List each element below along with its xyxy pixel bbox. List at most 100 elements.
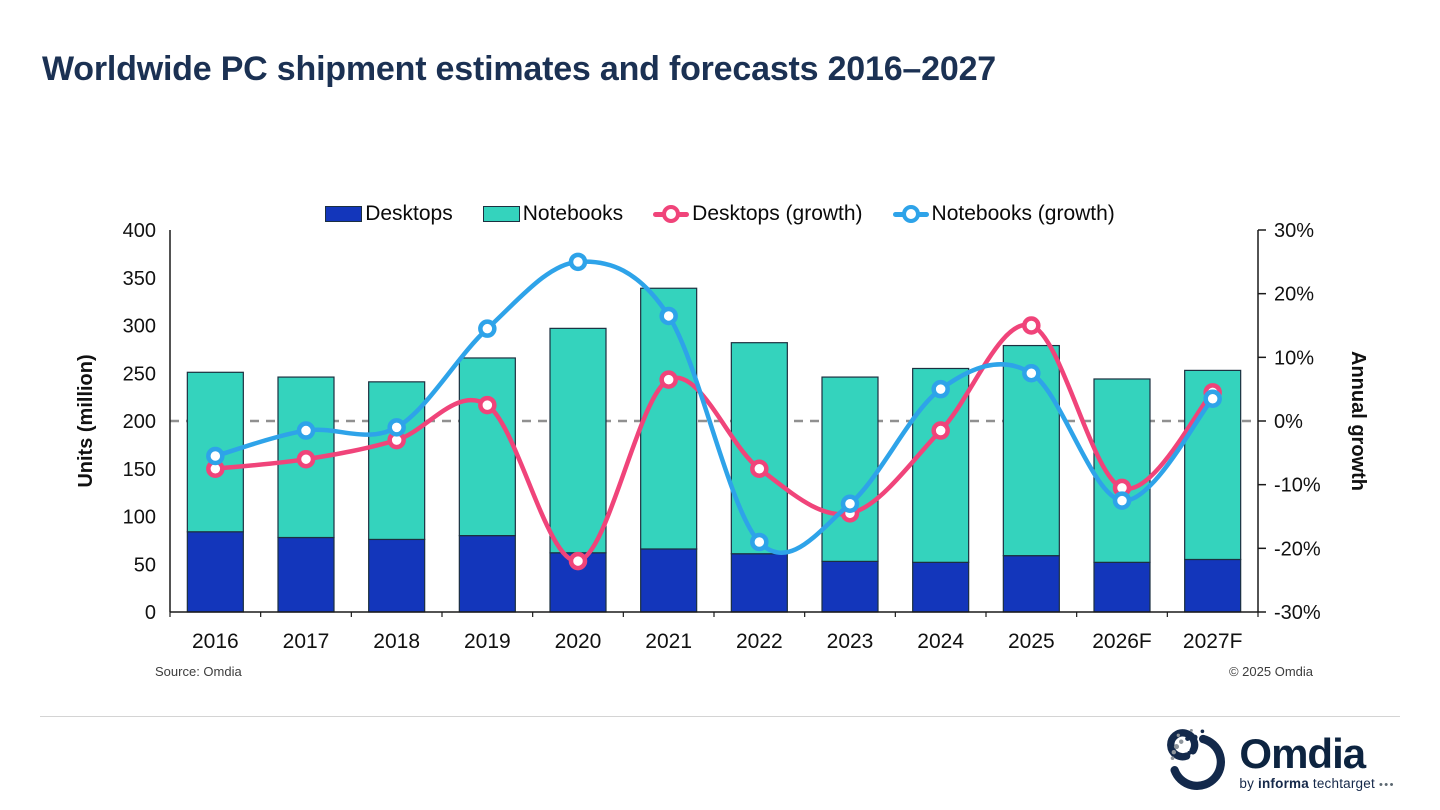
- bar-desktops-2027f: [1184, 558, 1242, 613]
- bar-desktops-2024: [912, 561, 970, 613]
- growth-line-notebooks-growth: [206, 252, 1222, 556]
- bar-notebooks-2026f: [1093, 378, 1151, 563]
- bar-notebooks-2023: [821, 376, 879, 562]
- marker-notebooks-growth-2017: [296, 421, 316, 440]
- bar-desktops-2019: [458, 534, 516, 613]
- omdia-tagline: by informa techtarget •••: [1239, 777, 1395, 791]
- source-note: Source: Omdia: [155, 664, 242, 679]
- bars-group: [186, 287, 1242, 613]
- x-axis-label-2023: 2023: [827, 630, 874, 653]
- legend-ring-notebooks-growth: [901, 205, 920, 223]
- marker-desktops-growth-2019: [478, 395, 497, 415]
- right-axis-tick-30: 30%: [1274, 220, 1314, 242]
- tagline-informa: informa: [1258, 776, 1309, 791]
- legend-item-notebooks: Notebooks: [482, 202, 624, 226]
- legend-label-desktops: Desktops: [365, 202, 453, 225]
- x-axis-label-2017: 2017: [283, 630, 330, 653]
- legend-item-desktops-growth: Desktops (growth): [653, 202, 863, 226]
- legend-label-desktops-growth: Desktops (growth): [692, 202, 863, 225]
- bar-desktops-2021: [640, 548, 698, 613]
- x-axis-label-2020: 2020: [555, 630, 602, 653]
- right-axis-tick--20: -20%: [1274, 538, 1321, 560]
- right-axis-tick--30: -30%: [1274, 602, 1321, 624]
- marker-notebooks-growth-2024: [931, 379, 950, 399]
- x-axis-label-2019: 2019: [464, 630, 511, 653]
- marker-notebooks-growth-2018: [387, 418, 406, 437]
- x-axis-label-2025: 2025: [1008, 630, 1055, 653]
- legend-swatch-notebooks: [482, 206, 520, 222]
- line-path-desktops-growth: [213, 322, 1215, 564]
- left-axis-tick-300: 300: [123, 316, 156, 338]
- marker-notebooks-growth-2022: [750, 532, 769, 552]
- marker-desktops-growth-2022: [750, 459, 769, 478]
- marker-desktops-growth-2020: [568, 551, 588, 571]
- tagline-techtarget: techtarget: [1312, 776, 1375, 791]
- tagline-dots: •••: [1378, 779, 1395, 791]
- axes-group: 0 50 100 150 200 250 300 350 400 30% 20% 10% 0% -10% -…: [75, 220, 1369, 653]
- right-axis-tick-10: 10%: [1274, 347, 1314, 369]
- left-axis-tick-200: 200: [123, 411, 156, 433]
- marker-notebooks-growth-2016: [206, 446, 225, 466]
- marker-desktops-growth-2021: [659, 370, 678, 389]
- marker-notebooks-growth-2023: [840, 494, 860, 514]
- x-axis-label-2022: 2022: [736, 630, 783, 653]
- legend-item-notebooks-growth: Notebooks (growth): [892, 202, 1115, 226]
- marker-desktops-growth-2024: [931, 421, 950, 440]
- right-axis-tick-0: 0%: [1274, 411, 1303, 433]
- omdia-logo: Omdia by informa techtarget •••: [1164, 729, 1395, 795]
- marker-notebooks-growth-2027f: [1203, 389, 1222, 408]
- legend-marker-notebooks-growth: [892, 205, 929, 223]
- bar-desktops-2016: [186, 531, 244, 613]
- legend-label-notebooks-growth: Notebooks (growth): [931, 202, 1115, 225]
- bar-desktops-2017: [277, 536, 335, 613]
- marker-desktops-growth-2025: [1022, 316, 1041, 335]
- bar-desktops-2023: [821, 560, 879, 613]
- bar-desktops-2022: [730, 553, 788, 613]
- bar-desktops-2025: [1002, 555, 1060, 613]
- legend-item-desktops: Desktops: [325, 202, 453, 226]
- page-title: Worldwide PC shipment estimates and fore…: [42, 50, 996, 88]
- left-axis-title: Units (million): [75, 354, 97, 487]
- bar-notebooks-2020: [549, 327, 607, 554]
- legend-marker-desktops-growth: [653, 205, 690, 223]
- x-axis-label-2018: 2018: [373, 630, 420, 653]
- right-axis-tick-20: 20%: [1274, 284, 1314, 306]
- bar-desktops-2026f: [1093, 561, 1151, 613]
- bar-notebooks-2024: [912, 367, 970, 563]
- legend-swatch-desktops: [325, 206, 363, 222]
- bar-notebooks-2019: [458, 357, 516, 537]
- marker-notebooks-growth-2025: [1022, 364, 1041, 383]
- marker-notebooks-growth-2021: [659, 306, 678, 326]
- marker-notebooks-growth-2020: [568, 252, 588, 272]
- bar-desktops-2018: [368, 538, 426, 613]
- copyright-note: © 2025 Omdia: [1228, 664, 1313, 679]
- left-axis-tick-100: 100: [123, 507, 156, 529]
- left-axis-tick-250: 250: [123, 363, 156, 385]
- left-axis-tick-400: 400: [123, 220, 156, 242]
- tagline-by: by: [1239, 776, 1255, 791]
- x-axis-label-2021: 2021: [645, 630, 692, 653]
- marker-desktops-growth-2017: [296, 449, 316, 469]
- legend-ring-desktops-growth: [662, 205, 681, 223]
- x-axis-label-2024: 2024: [917, 630, 964, 653]
- omdia-logo-icon: [1167, 729, 1226, 790]
- left-axis-tick-50: 50: [134, 554, 156, 576]
- bar-notebooks-2021: [640, 287, 698, 550]
- x-axis-label-2026f: 2026F: [1092, 630, 1152, 653]
- chart-legend: Desktops Notebooks Desktops (growth) Notebo…: [0, 199, 1440, 229]
- omdia-wordmark: Omdia: [1239, 730, 1366, 777]
- bar-notebooks-2018: [368, 381, 426, 541]
- right-axis-title: Annual growth: [1347, 351, 1369, 491]
- x-axis-label-2016: 2016: [192, 630, 239, 653]
- left-axis-tick-350: 350: [123, 268, 156, 290]
- footer-divider: [40, 716, 1400, 717]
- legend-label-notebooks: Notebooks: [522, 202, 624, 225]
- left-axis-tick-0: 0: [145, 602, 156, 624]
- left-axis-tick-150: 150: [123, 459, 156, 481]
- growth-line-desktops-growth: [206, 316, 1222, 571]
- right-axis-tick--10: -10%: [1274, 475, 1321, 497]
- x-axis-label-2027f: 2027F: [1183, 630, 1243, 653]
- marker-notebooks-growth-2019: [478, 319, 497, 338]
- marker-notebooks-growth-2026f: [1112, 491, 1132, 510]
